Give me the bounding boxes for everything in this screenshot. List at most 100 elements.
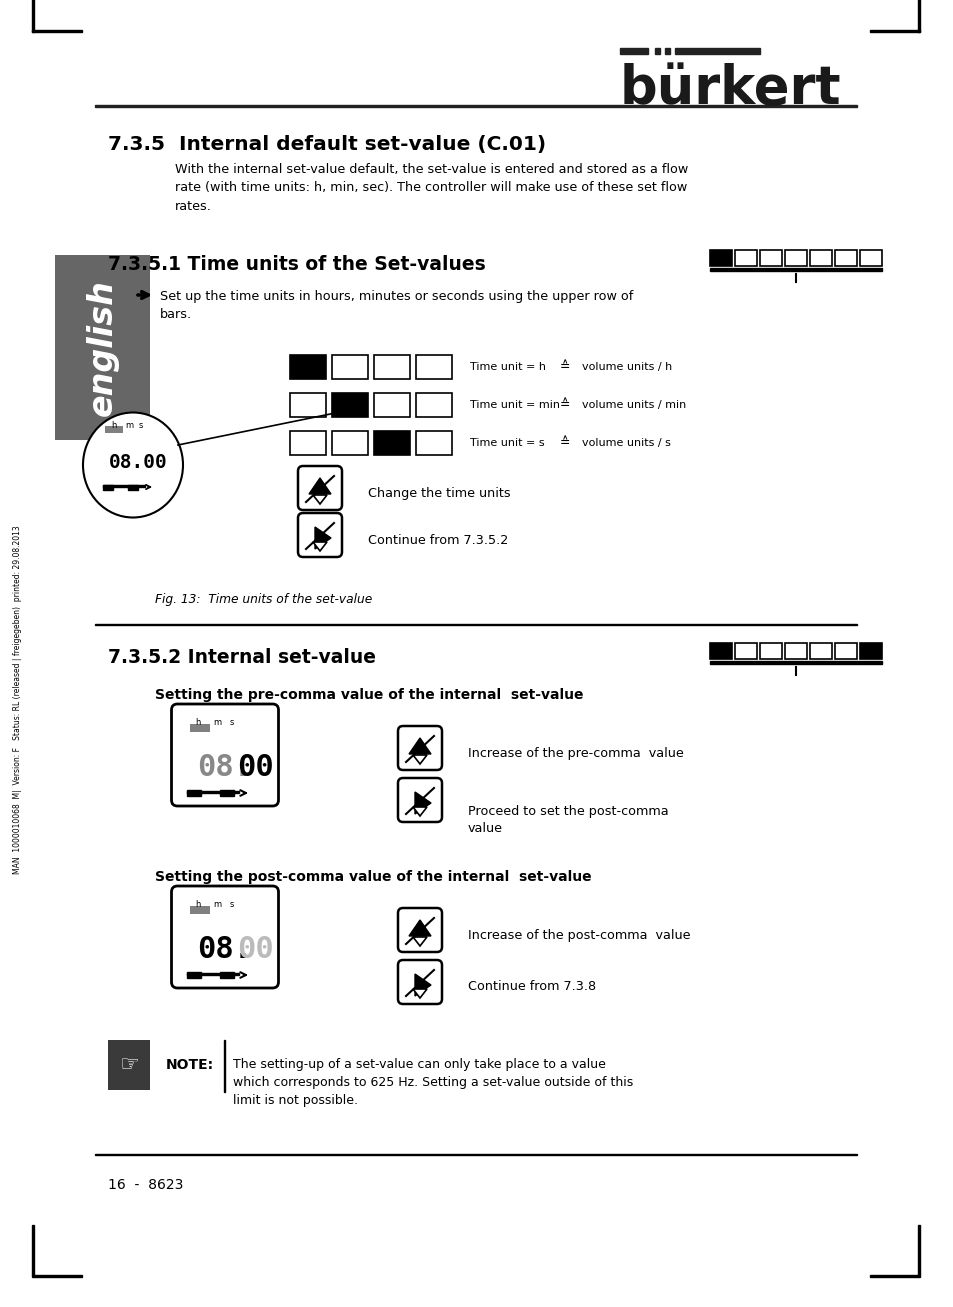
Text: Setting the post-comma value of the internal  set-value: Setting the post-comma value of the inte… [154,870,591,884]
Polygon shape [413,989,427,999]
Text: With the internal set-value default, the set-value is entered and stored as a fl: With the internal set-value default, the… [174,163,687,213]
Bar [834,643,856,659]
FancyBboxPatch shape [172,704,278,806]
Bar [32,1276,82,1277]
Text: h: h [194,718,200,727]
Bar [95,105,856,107]
Bar [619,48,647,54]
Text: NOTE:: NOTE: [166,1057,213,1072]
Bar [709,643,731,659]
Text: volume units / s: volume units / s [581,438,670,448]
Text: h: h [194,901,200,908]
Text: m: m [213,901,221,908]
Text: 7.3.5.1 Time units of the Set-values: 7.3.5.1 Time units of the Set-values [108,255,485,274]
Text: Fig. 13:  Time units of the set-value: Fig. 13: Time units of the set-value [154,593,372,606]
Bar [709,661,882,664]
FancyBboxPatch shape [297,514,341,557]
Polygon shape [314,527,331,549]
Bar [103,485,145,488]
Polygon shape [415,792,431,814]
Bar [187,972,201,978]
Polygon shape [309,478,331,494]
FancyBboxPatch shape [397,725,441,770]
Text: volume units / min: volume units / min [581,400,685,410]
Bar [220,972,233,978]
Bar [220,789,233,796]
Bar [108,1040,150,1090]
Bar [55,255,150,440]
Text: volume units / h: volume units / h [581,362,672,372]
Polygon shape [413,806,427,816]
Bar [869,30,919,31]
Text: The setting-up of a set-value can only take place to a value
which corresponds t: The setting-up of a set-value can only t… [233,1057,633,1107]
Bar [290,431,326,455]
Bar [709,250,731,267]
Bar [187,972,239,975]
Bar [32,1225,34,1276]
Bar [809,643,831,659]
Text: 16  -  8623: 16 - 8623 [108,1178,183,1192]
Bar [374,356,410,379]
Text: s: s [230,901,234,908]
Bar [416,356,452,379]
Text: s: s [230,718,234,727]
Bar [187,791,239,793]
Text: Continue from 7.3.8: Continue from 7.3.8 [468,980,596,993]
Bar [332,393,368,417]
Bar [869,1276,919,1277]
Polygon shape [413,937,427,946]
Bar [760,250,781,267]
Bar [332,356,368,379]
Bar [809,250,831,267]
Text: Time unit = s: Time unit = s [470,438,544,448]
Text: Increase of the pre-comma  value: Increase of the pre-comma value [468,746,683,759]
FancyBboxPatch shape [172,886,278,988]
Text: ≙: ≙ [559,437,570,450]
Bar [917,0,919,31]
Text: m: m [125,421,133,430]
Bar [416,393,452,417]
Text: h: h [111,421,116,430]
Bar [917,1225,919,1276]
Text: 00: 00 [236,754,274,783]
Bar [709,268,882,271]
Text: english: english [86,280,119,416]
Bar [32,0,34,31]
Polygon shape [415,974,431,996]
FancyBboxPatch shape [297,467,341,510]
Bar [95,1154,856,1155]
Bar [374,393,410,417]
Bar [224,1040,225,1093]
FancyBboxPatch shape [397,778,441,822]
Polygon shape [313,495,327,505]
Polygon shape [413,755,427,765]
Text: Continue from 7.3.5.2: Continue from 7.3.5.2 [368,533,508,546]
Text: Change the time units: Change the time units [368,486,510,499]
Text: Setting the pre-comma value of the internal  set-value: Setting the pre-comma value of the inter… [154,687,583,702]
Text: ☞: ☞ [119,1055,139,1074]
Text: 08.00: 08.00 [109,454,168,473]
Bar [290,356,326,379]
Bar [664,48,669,54]
Polygon shape [409,920,431,936]
Bar [374,431,410,455]
Bar [675,48,760,54]
Text: ≙: ≙ [559,361,570,374]
Text: s: s [139,421,143,430]
Text: Increase of the post-comma  value: Increase of the post-comma value [468,928,690,941]
Bar [103,485,112,490]
Text: MAN  1000010068  M|  Version: F   Status: RL (released | freigegeben)  printed: : MAN 1000010068 M| Version: F Status: RL … [13,525,23,874]
Bar [760,643,781,659]
Bar [655,48,659,54]
Bar [128,485,138,490]
Bar [332,431,368,455]
Bar [187,789,201,796]
Text: Time unit = h: Time unit = h [470,362,545,372]
Bar [190,724,210,732]
Ellipse shape [83,413,183,518]
Bar [859,250,882,267]
Text: 00: 00 [236,936,274,965]
Bar [190,906,210,914]
Text: bürkert: bürkert [619,63,841,115]
Bar [734,643,757,659]
